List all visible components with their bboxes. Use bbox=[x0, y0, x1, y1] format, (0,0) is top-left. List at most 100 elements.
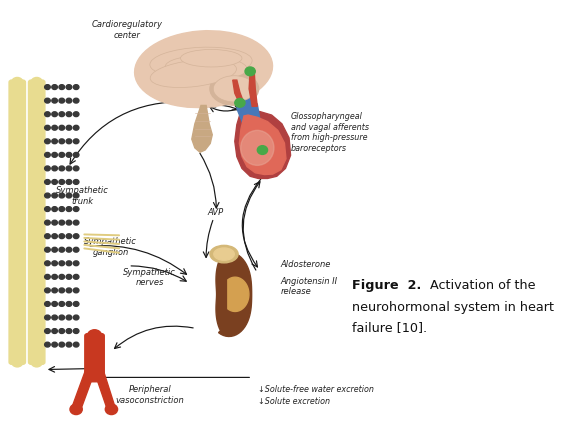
Circle shape bbox=[52, 315, 58, 320]
Circle shape bbox=[88, 330, 102, 342]
Text: Sympathetic
trunk: Sympathetic trunk bbox=[56, 186, 109, 205]
Ellipse shape bbox=[213, 76, 255, 102]
Ellipse shape bbox=[210, 246, 238, 263]
Circle shape bbox=[245, 67, 255, 76]
Circle shape bbox=[66, 301, 72, 306]
Circle shape bbox=[52, 288, 58, 293]
Circle shape bbox=[66, 193, 72, 198]
Circle shape bbox=[235, 99, 245, 107]
Circle shape bbox=[73, 329, 79, 334]
Circle shape bbox=[66, 139, 72, 144]
Circle shape bbox=[59, 180, 65, 184]
Circle shape bbox=[73, 342, 79, 347]
Circle shape bbox=[66, 275, 72, 279]
Ellipse shape bbox=[12, 357, 23, 367]
Circle shape bbox=[73, 166, 79, 171]
Circle shape bbox=[66, 288, 72, 293]
Circle shape bbox=[73, 247, 79, 252]
Circle shape bbox=[59, 152, 65, 157]
Circle shape bbox=[73, 139, 79, 144]
Circle shape bbox=[66, 180, 72, 184]
Circle shape bbox=[66, 112, 72, 117]
Circle shape bbox=[73, 125, 79, 130]
Circle shape bbox=[66, 261, 72, 266]
Ellipse shape bbox=[241, 130, 274, 165]
Circle shape bbox=[52, 207, 58, 212]
Circle shape bbox=[44, 247, 50, 252]
Circle shape bbox=[44, 315, 50, 320]
Circle shape bbox=[59, 342, 65, 347]
Circle shape bbox=[66, 84, 72, 89]
Text: failure [10].: failure [10]. bbox=[352, 321, 427, 334]
Ellipse shape bbox=[180, 49, 242, 67]
Circle shape bbox=[59, 261, 65, 266]
Polygon shape bbox=[72, 365, 94, 411]
Circle shape bbox=[59, 315, 65, 320]
Circle shape bbox=[44, 288, 50, 293]
Text: Cardioregulatory
center: Cardioregulatory center bbox=[91, 20, 162, 40]
Circle shape bbox=[73, 112, 79, 117]
Circle shape bbox=[52, 301, 58, 306]
Circle shape bbox=[52, 261, 58, 266]
Circle shape bbox=[44, 125, 50, 130]
Polygon shape bbox=[94, 365, 115, 411]
FancyBboxPatch shape bbox=[85, 334, 104, 382]
Circle shape bbox=[44, 84, 50, 89]
Circle shape bbox=[59, 207, 65, 212]
Text: Aldosterone: Aldosterone bbox=[281, 260, 331, 269]
Circle shape bbox=[52, 180, 58, 184]
Circle shape bbox=[59, 288, 65, 293]
Circle shape bbox=[59, 193, 65, 198]
Polygon shape bbox=[249, 71, 257, 106]
Circle shape bbox=[59, 112, 65, 117]
Circle shape bbox=[66, 220, 72, 225]
Polygon shape bbox=[216, 252, 252, 337]
Circle shape bbox=[73, 207, 79, 212]
Circle shape bbox=[44, 207, 50, 212]
Circle shape bbox=[59, 234, 65, 238]
Text: Sympathetic
ganglion: Sympathetic ganglion bbox=[84, 238, 137, 257]
Circle shape bbox=[73, 301, 79, 306]
Circle shape bbox=[52, 329, 58, 334]
Circle shape bbox=[73, 261, 79, 266]
Circle shape bbox=[73, 84, 79, 89]
Circle shape bbox=[44, 139, 50, 144]
Ellipse shape bbox=[31, 357, 42, 367]
Circle shape bbox=[52, 220, 58, 225]
Circle shape bbox=[44, 98, 50, 103]
Circle shape bbox=[52, 342, 58, 347]
Text: Angiotensin II
release: Angiotensin II release bbox=[281, 277, 338, 296]
Circle shape bbox=[59, 275, 65, 279]
Circle shape bbox=[73, 288, 79, 293]
Polygon shape bbox=[240, 115, 286, 175]
Circle shape bbox=[52, 139, 58, 144]
Circle shape bbox=[44, 152, 50, 157]
Text: Sympathetic
nerves: Sympathetic nerves bbox=[123, 268, 176, 287]
Circle shape bbox=[44, 166, 50, 171]
Circle shape bbox=[66, 329, 72, 334]
Circle shape bbox=[44, 275, 50, 279]
FancyBboxPatch shape bbox=[9, 80, 25, 364]
Circle shape bbox=[105, 404, 118, 414]
Text: ↓Solute excretion: ↓Solute excretion bbox=[258, 397, 331, 406]
Circle shape bbox=[59, 220, 65, 225]
Circle shape bbox=[52, 166, 58, 171]
Circle shape bbox=[44, 193, 50, 198]
Polygon shape bbox=[228, 277, 249, 312]
Circle shape bbox=[44, 234, 50, 238]
Circle shape bbox=[52, 125, 58, 130]
Circle shape bbox=[52, 247, 58, 252]
Circle shape bbox=[66, 234, 72, 238]
Ellipse shape bbox=[150, 59, 237, 88]
Text: Glossopharyngeal
and vagal afferents
from high-pressure
baroreceptors: Glossopharyngeal and vagal afferents fro… bbox=[290, 113, 369, 153]
Circle shape bbox=[73, 234, 79, 238]
Text: Figure  2.: Figure 2. bbox=[352, 279, 421, 292]
Circle shape bbox=[44, 220, 50, 225]
Circle shape bbox=[52, 234, 58, 238]
Circle shape bbox=[66, 98, 72, 103]
Circle shape bbox=[52, 98, 58, 103]
Circle shape bbox=[73, 180, 79, 184]
Ellipse shape bbox=[214, 248, 234, 260]
Circle shape bbox=[66, 315, 72, 320]
Circle shape bbox=[66, 342, 72, 347]
